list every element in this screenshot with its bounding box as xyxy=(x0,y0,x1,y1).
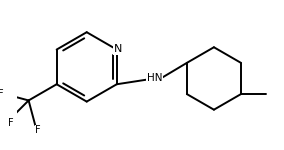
Text: F: F xyxy=(0,89,4,99)
Text: F: F xyxy=(8,118,13,128)
Text: F: F xyxy=(35,125,41,135)
Text: HN: HN xyxy=(147,74,162,83)
Text: N: N xyxy=(114,44,122,54)
